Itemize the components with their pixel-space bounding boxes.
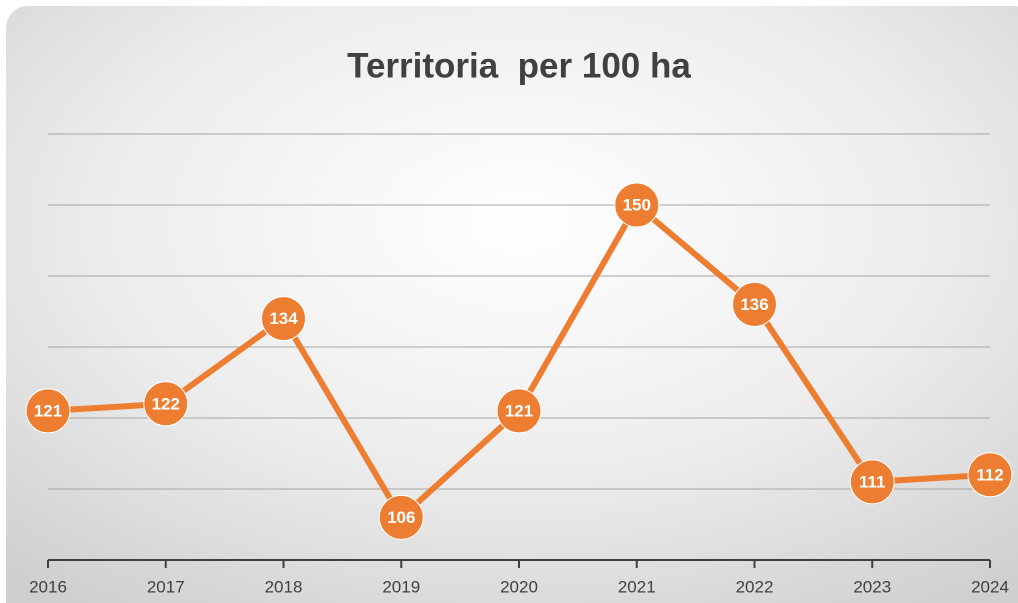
data-label: 136 (740, 295, 768, 314)
x-tick-label: 2022 (736, 577, 774, 596)
data-marker (143, 381, 189, 427)
data-label: 121 (505, 401, 533, 420)
data-marker (849, 459, 895, 505)
x-tick-label: 2019 (382, 577, 420, 596)
chart-title: Territoria per 100 ha (347, 46, 691, 85)
x-tick-label: 2024 (971, 577, 1009, 596)
data-label: 111 (859, 472, 886, 491)
data-marker (378, 494, 424, 540)
data-label: 134 (269, 309, 298, 328)
data-marker (261, 296, 306, 342)
data-marker (496, 388, 542, 434)
data-label: 122 (152, 394, 180, 413)
x-tick-label: 2021 (618, 577, 656, 596)
data-marker (614, 182, 660, 228)
x-tick-label: 2023 (853, 577, 891, 596)
data-marker (732, 281, 777, 327)
data-label: 121 (34, 401, 62, 420)
data-marker (967, 452, 1013, 498)
data-label: 106 (387, 508, 415, 527)
data-marker (25, 388, 71, 434)
chart-background (6, 6, 1018, 603)
x-tick-label: 2017 (147, 577, 185, 596)
data-label: 150 (623, 195, 651, 214)
x-tick-label: 2018 (265, 577, 303, 596)
x-tick-label: 2016 (29, 577, 67, 596)
data-label: 112 (976, 465, 1003, 484)
x-tick-label: 2020 (500, 577, 538, 596)
